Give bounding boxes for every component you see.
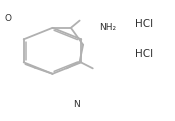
- Text: N: N: [73, 100, 79, 109]
- Text: O: O: [5, 14, 12, 23]
- Text: HCl: HCl: [135, 19, 153, 29]
- Text: HCl: HCl: [135, 49, 153, 59]
- Text: NH₂: NH₂: [99, 23, 116, 32]
